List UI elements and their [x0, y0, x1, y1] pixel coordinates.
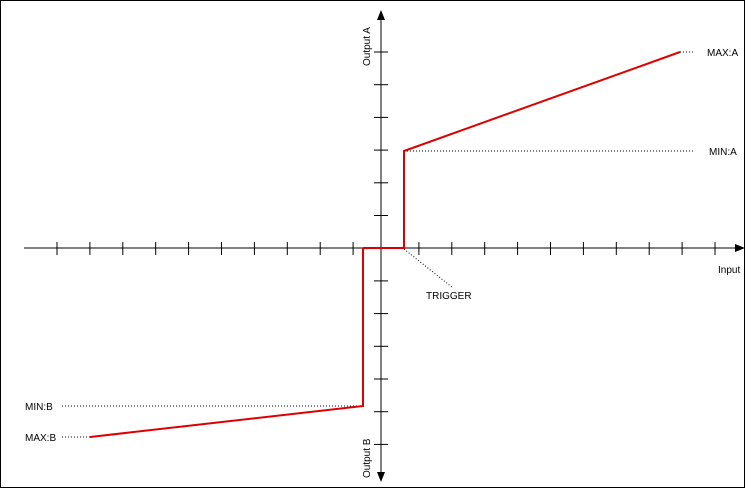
output-b-label: Output B	[362, 438, 373, 478]
input-label: Input	[718, 265, 740, 276]
input-axis-arrow	[735, 244, 745, 252]
max-b-label: MAX:B	[25, 433, 56, 444]
output-a-axis-arrow	[377, 10, 385, 20]
output-a-curve	[363, 51, 681, 249]
output-b-axis-arrow	[377, 472, 385, 482]
trigger-label: TRIGGER	[426, 291, 472, 302]
output-a-label: Output A	[362, 27, 373, 66]
min-a-label: MIN:A	[709, 147, 737, 158]
output-b-curve	[89, 248, 364, 438]
max-a-label: MAX:A	[707, 48, 738, 59]
min-b-label: MIN:B	[25, 402, 53, 413]
input-axis-ticks	[56, 242, 716, 255]
output-axis-ticks	[374, 51, 388, 445]
